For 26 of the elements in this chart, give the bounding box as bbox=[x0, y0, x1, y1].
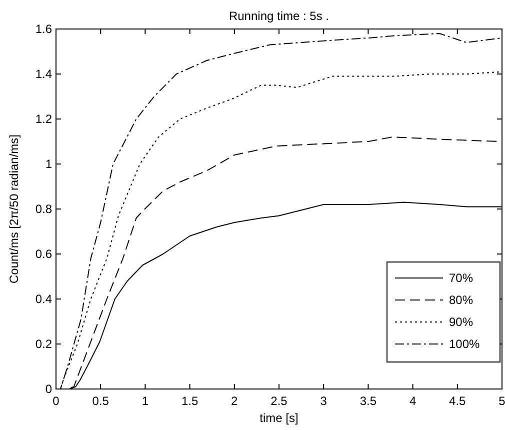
legend-label: 100% bbox=[449, 337, 480, 351]
y-axis-title: Count/ms [2π/50 radian/ms] bbox=[7, 134, 21, 284]
x-tick-label: 2.5 bbox=[270, 394, 288, 408]
legend-label: 80% bbox=[449, 293, 474, 307]
y-tick-label: 1 bbox=[45, 157, 52, 171]
x-tick-label: 1 bbox=[142, 394, 149, 408]
y-tick-label: 1.4 bbox=[35, 67, 52, 81]
y-tick-label: 0.6 bbox=[35, 247, 52, 261]
chart-title: Running time : 5s . bbox=[228, 9, 330, 23]
y-tick-label: 0.2 bbox=[35, 337, 52, 351]
x-tick-label: 1.5 bbox=[181, 394, 198, 408]
x-tick-label: 0.5 bbox=[92, 394, 110, 408]
y-tick-label: 0 bbox=[45, 382, 52, 396]
y-tick-label: 1.6 bbox=[35, 22, 52, 36]
y-tick-label: 0.4 bbox=[35, 292, 52, 306]
legend-label: 70% bbox=[449, 271, 474, 285]
legend-label: 90% bbox=[449, 315, 474, 329]
y-tick-label: 0.8 bbox=[35, 202, 52, 216]
x-tick-label: 4 bbox=[409, 394, 416, 408]
x-tick-label: 3.5 bbox=[360, 394, 377, 408]
y-tick-label: 1.2 bbox=[35, 112, 52, 126]
x-tick-label: 3 bbox=[320, 394, 328, 408]
x-tick-label: 4.5 bbox=[449, 394, 466, 408]
x-axis-title: time [s] bbox=[260, 411, 298, 425]
x-tick-label: 2 bbox=[231, 394, 238, 408]
x-tick-label: 5 bbox=[498, 394, 505, 408]
